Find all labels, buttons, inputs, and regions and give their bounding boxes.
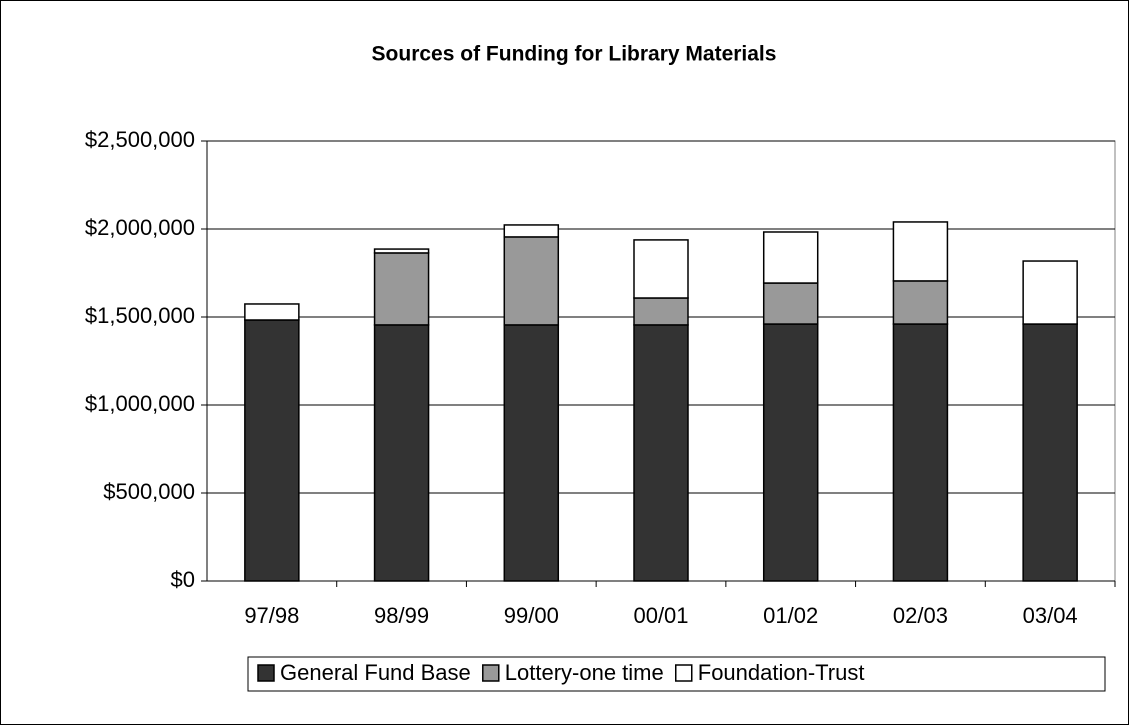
- bar-segment: [762, 323, 819, 582]
- bar-segment: [762, 282, 819, 325]
- bar-segment: [633, 239, 689, 299]
- bar-segment: [503, 236, 560, 326]
- bar-segment: [892, 323, 949, 582]
- bar-segment: [373, 252, 430, 326]
- y-tick-label: $0: [171, 567, 195, 592]
- y-tick-label: $500,000: [103, 479, 195, 504]
- bar-segment: [762, 231, 819, 284]
- legend-label: General Fund Base: [280, 660, 471, 685]
- bar-segment: [892, 280, 949, 325]
- legend-swatch: [675, 664, 693, 682]
- x-tick-label: 99/00: [504, 603, 559, 628]
- y-tick-label: $1,500,000: [85, 303, 195, 328]
- x-tick-label: 98/99: [374, 603, 429, 628]
- bar-segment: [503, 224, 560, 238]
- bar-segment: [373, 248, 430, 254]
- chart-title: Sources of Funding for Library Materials: [372, 43, 777, 66]
- x-tick-label: 01/02: [763, 603, 818, 628]
- bar-segment: [373, 324, 430, 582]
- y-tick-label: $2,000,000: [85, 215, 195, 240]
- x-tick-label: 02/03: [893, 603, 948, 628]
- bar-segment: [1022, 323, 1078, 582]
- legend-label: Foundation-Trust: [698, 660, 865, 685]
- legend-label: Lottery-one time: [505, 660, 664, 685]
- bar-segment: [633, 324, 689, 582]
- x-tick-label: 97/98: [244, 603, 299, 628]
- legend-swatch: [482, 664, 500, 682]
- x-tick-label: 00/01: [633, 603, 688, 628]
- bar-segment: [503, 324, 560, 582]
- bar-segment: [892, 221, 949, 282]
- y-tick-label: $1,000,000: [85, 391, 195, 416]
- x-tick-label: 03/04: [1023, 603, 1078, 628]
- legend-swatch: [257, 664, 275, 682]
- bar-segment: [633, 297, 689, 326]
- bar-segment: [244, 319, 300, 582]
- bar-segment: [1022, 260, 1078, 325]
- y-tick-label: $2,500,000: [85, 127, 195, 152]
- bar-segment: [244, 303, 300, 321]
